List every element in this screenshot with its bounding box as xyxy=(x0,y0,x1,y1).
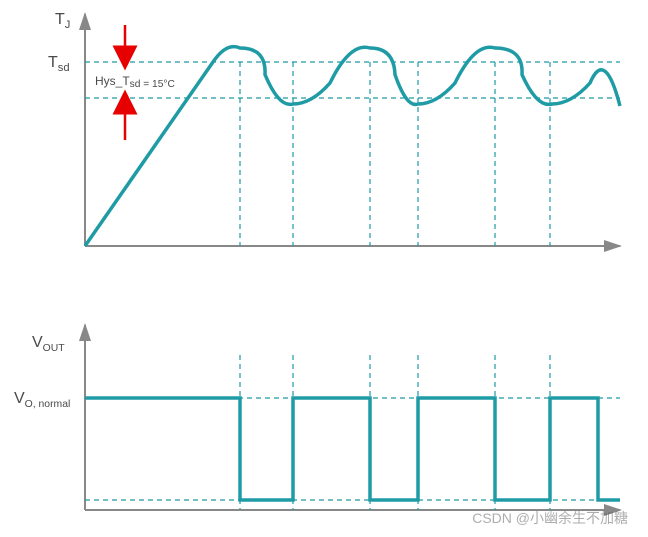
hys-label: Hys_Tsd = 15°C xyxy=(95,74,175,90)
vo-normal-label: VO, normal xyxy=(14,390,70,410)
vout-wave xyxy=(85,398,620,500)
vout-label: VOUT xyxy=(32,334,65,354)
tsd-label: Tsd xyxy=(48,54,70,74)
tj-label: TJ xyxy=(55,11,70,31)
watermark: CSDN @小幽余生不加糖 xyxy=(472,510,628,526)
temperature-curve xyxy=(85,47,620,246)
